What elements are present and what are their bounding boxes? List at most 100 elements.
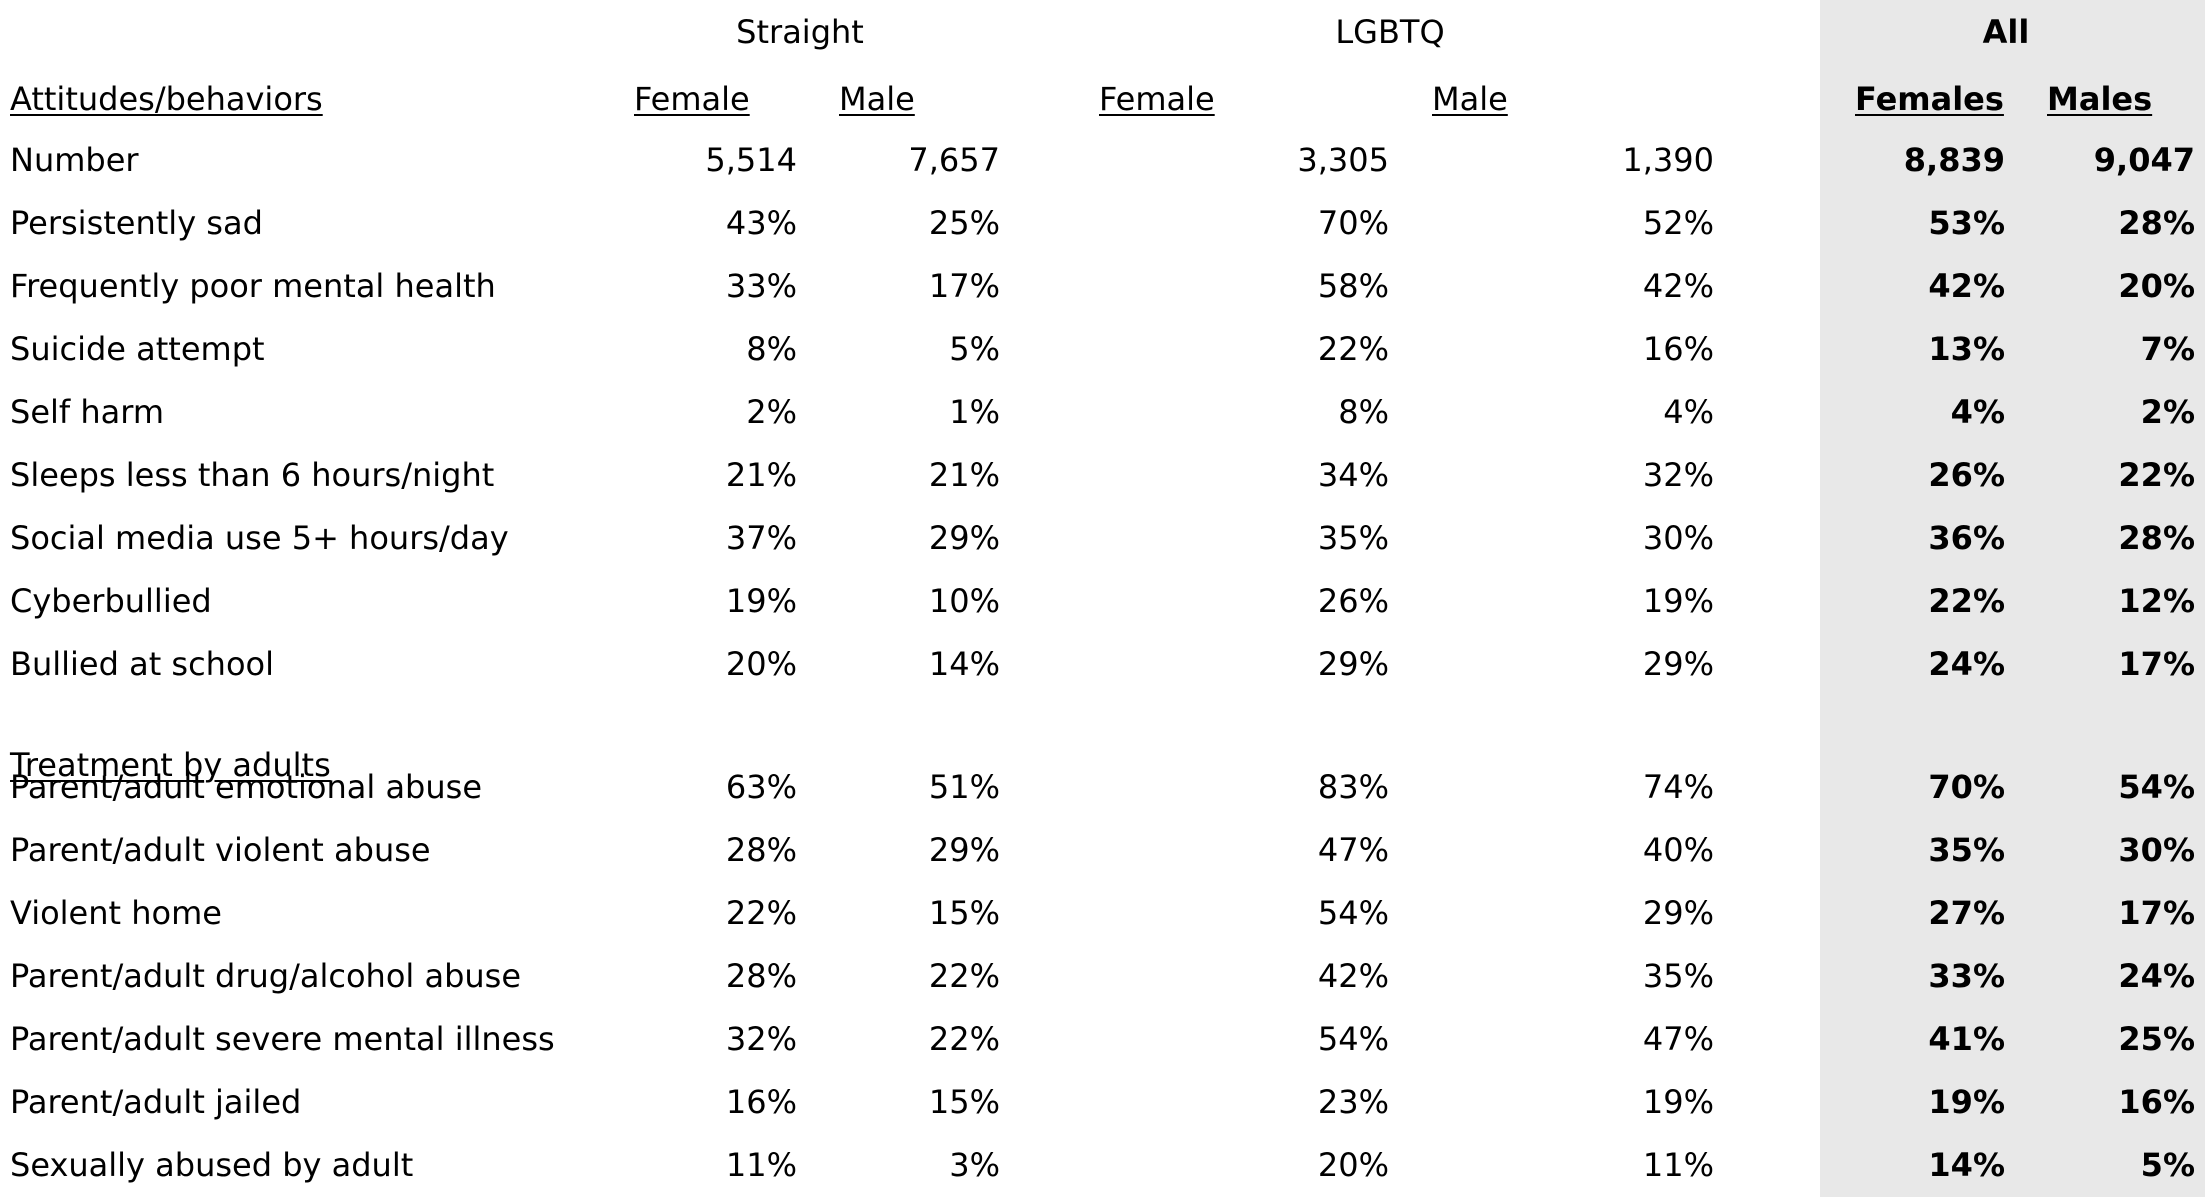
cell-all-females: 41% <box>1928 1020 2005 1058</box>
cell-lgbtq-female: 22% <box>1317 330 1389 368</box>
cell-lgbtq-male: 29% <box>1642 645 1714 683</box>
cell-straight-female: 20% <box>725 645 797 683</box>
cell-all-females: 27% <box>1928 894 2005 932</box>
cell-lgbtq-male: 29% <box>1642 894 1714 932</box>
row-label: Parent/adult violent abuse <box>10 831 431 869</box>
cell-lgbtq-female: 3,305 <box>1297 141 1389 179</box>
cell-all-females: 4% <box>1950 393 2005 431</box>
cell-lgbtq-male: 30% <box>1642 519 1714 557</box>
section-header-attitudes: Attitudes/behaviors <box>10 80 323 118</box>
cell-lgbtq-male: 32% <box>1642 456 1714 494</box>
cell-lgbtq-male: 19% <box>1642 1083 1714 1121</box>
cell-all-females: 19% <box>1928 1083 2005 1121</box>
cell-straight-male: 21% <box>928 456 1000 494</box>
row-label: Parent/adult drug/alcohol abuse <box>10 957 522 995</box>
cell-all-males: 30% <box>2118 831 2195 869</box>
cell-lgbtq-female: 8% <box>1338 393 1389 431</box>
cell-lgbtq-male: 74% <box>1642 768 1714 806</box>
cell-straight-female: 16% <box>725 1083 797 1121</box>
cell-lgbtq-male: 40% <box>1642 831 1714 869</box>
cell-straight-male: 29% <box>928 519 1000 557</box>
col-header-straight-male: Male <box>839 80 915 118</box>
cell-all-males: 22% <box>2118 456 2195 494</box>
cell-lgbtq-female: 26% <box>1317 582 1389 620</box>
cell-lgbtq-female: 23% <box>1317 1083 1389 1121</box>
cell-lgbtq-male: 19% <box>1642 582 1714 620</box>
cell-all-females: 53% <box>1928 204 2005 242</box>
group-header-lgbtq: LGBTQ <box>1335 13 1445 51</box>
cell-lgbtq-female: 70% <box>1317 204 1389 242</box>
cell-straight-male: 51% <box>928 768 1000 806</box>
section-header-treatment: Treatment by adults <box>10 746 331 784</box>
col-header-lgbtq-female: Female <box>1099 80 1215 118</box>
row-label: Parent/adult severe mental illness <box>10 1020 555 1058</box>
row-label: Cyberbullied <box>10 582 212 620</box>
row-label: Parent/adult emotional abuse <box>10 768 482 806</box>
cell-lgbtq-male: 35% <box>1642 957 1714 995</box>
row-label: Frequently poor mental health <box>10 267 496 305</box>
row-label: Sleeps less than 6 hours/night <box>10 456 495 494</box>
cell-straight-female: 8% <box>746 330 797 368</box>
row-label: Persistently sad <box>10 204 263 242</box>
row-label: Parent/adult jailed <box>10 1083 302 1121</box>
cell-straight-male: 25% <box>928 204 1000 242</box>
cell-straight-female: 5,514 <box>705 141 797 179</box>
cell-all-females: 24% <box>1928 645 2005 683</box>
cell-straight-male: 14% <box>928 645 1000 683</box>
cell-straight-female: 28% <box>725 957 797 995</box>
cell-straight-male: 15% <box>928 894 1000 932</box>
cell-all-males: 16% <box>2118 1083 2195 1121</box>
cell-all-males: 20% <box>2118 267 2195 305</box>
row-label: Self harm <box>10 393 164 431</box>
cell-straight-male: 22% <box>928 957 1000 995</box>
col-header-straight-female: Female <box>634 80 750 118</box>
cell-all-males: 17% <box>2118 894 2195 932</box>
cell-straight-female: 11% <box>725 1146 797 1184</box>
cell-lgbtq-male: 1,390 <box>1622 141 1714 179</box>
cell-all-males: 28% <box>2118 204 2195 242</box>
group-header-straight: Straight <box>736 13 864 51</box>
cell-all-males: 24% <box>2118 957 2195 995</box>
cell-straight-male: 15% <box>928 1083 1000 1121</box>
cell-all-females: 33% <box>1928 957 2005 995</box>
cell-straight-female: 37% <box>725 519 797 557</box>
cell-straight-male: 10% <box>928 582 1000 620</box>
cell-lgbtq-male: 52% <box>1642 204 1714 242</box>
cell-all-males: 17% <box>2118 645 2195 683</box>
cell-straight-female: 33% <box>725 267 797 305</box>
cell-lgbtq-male: 42% <box>1642 267 1714 305</box>
cell-all-females: 13% <box>1928 330 2005 368</box>
cell-lgbtq-female: 34% <box>1317 456 1389 494</box>
cell-all-males: 7% <box>2140 330 2195 368</box>
cell-all-males: 28% <box>2118 519 2195 557</box>
cell-lgbtq-female: 47% <box>1317 831 1389 869</box>
cell-straight-female: 22% <box>725 894 797 932</box>
group-header-all: All <box>1982 13 2030 51</box>
all-column-shading <box>1820 0 2205 1197</box>
cell-straight-female: 43% <box>725 204 797 242</box>
cell-straight-female: 19% <box>725 582 797 620</box>
cell-all-males: 2% <box>2140 393 2195 431</box>
cell-straight-male: 7,657 <box>908 141 1000 179</box>
cell-lgbtq-male: 4% <box>1663 393 1714 431</box>
cell-straight-female: 32% <box>725 1020 797 1058</box>
cell-all-males: 9,047 <box>2093 141 2195 179</box>
cell-lgbtq-male: 16% <box>1642 330 1714 368</box>
row-label: Bullied at school <box>10 645 274 683</box>
col-header-lgbtq-male: Male <box>1432 80 1508 118</box>
cell-straight-male: 17% <box>928 267 1000 305</box>
cell-all-females: 26% <box>1928 456 2005 494</box>
cell-all-females: 8,839 <box>1903 141 2005 179</box>
cell-straight-male: 5% <box>949 330 1000 368</box>
cell-straight-male: 29% <box>928 831 1000 869</box>
cell-lgbtq-female: 35% <box>1317 519 1389 557</box>
row-label: Suicide attempt <box>10 330 265 368</box>
cell-all-males: 12% <box>2118 582 2195 620</box>
cell-all-females: 36% <box>1928 519 2005 557</box>
cell-straight-male: 1% <box>949 393 1000 431</box>
cell-straight-female: 63% <box>725 768 797 806</box>
cell-straight-male: 3% <box>949 1146 1000 1184</box>
cell-straight-male: 22% <box>928 1020 1000 1058</box>
row-label: Number <box>10 141 139 179</box>
col-header-all-males: Males <box>2047 80 2153 118</box>
